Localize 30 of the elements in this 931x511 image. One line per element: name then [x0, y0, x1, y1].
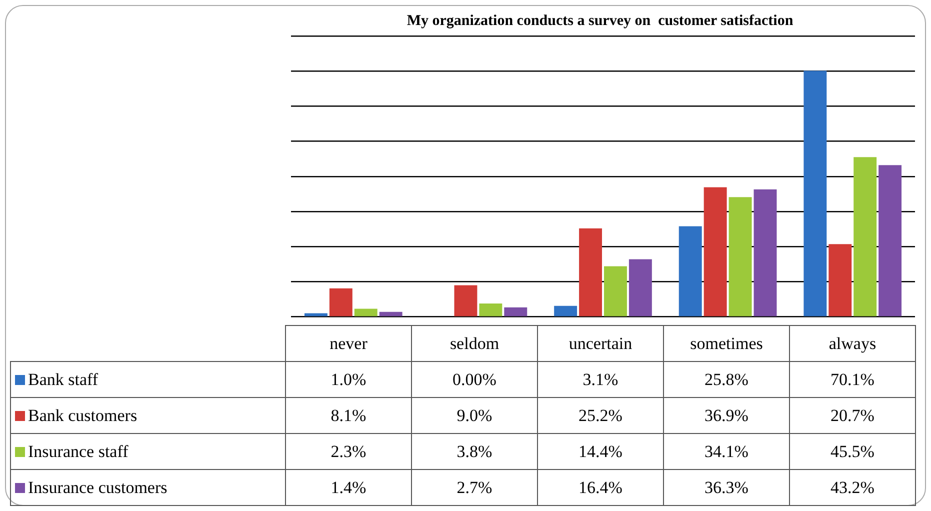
data-label: 14.4%: [538, 434, 664, 470]
data-label: 36.3%: [664, 470, 790, 506]
x-tick-label: always: [790, 326, 916, 362]
data-label: 1.4%: [286, 470, 412, 506]
legend-label: Insurance staff: [28, 442, 128, 460]
data-label: 34.1%: [664, 434, 790, 470]
data-label: 3.8%: [412, 434, 538, 470]
legend-label: Insurance customers: [28, 478, 168, 496]
data-label: 2.7%: [412, 470, 538, 506]
x-tick-label: seldom: [412, 326, 538, 362]
data-label: 2.3%: [286, 434, 412, 470]
data-label: 43.2%: [790, 470, 916, 506]
data-label: 25.8%: [664, 362, 790, 398]
data-label: 70.1%: [790, 362, 916, 398]
data-label: 16.4%: [538, 470, 664, 506]
data-label: 1.0%: [286, 362, 412, 398]
data-label: 36.9%: [664, 398, 790, 434]
data-label: 45.5%: [790, 434, 916, 470]
x-tick-label: uncertain: [538, 326, 664, 362]
legend-label: Bank customers: [28, 406, 138, 424]
x-tick-label: sometimes: [664, 326, 790, 362]
chart-title: My organization conducts a survey on customer satisfaction: [406, 12, 794, 29]
data-label: 0.00%: [412, 362, 538, 398]
legend-label: Bank staff: [28, 370, 98, 388]
data-label: 3.1%: [538, 362, 664, 398]
data-label: 9.0%: [412, 398, 538, 434]
data-label: 25.2%: [538, 398, 664, 434]
data-label: 8.1%: [286, 398, 412, 434]
x-tick-label: never: [286, 326, 412, 362]
data-label: 20.7%: [790, 398, 916, 434]
